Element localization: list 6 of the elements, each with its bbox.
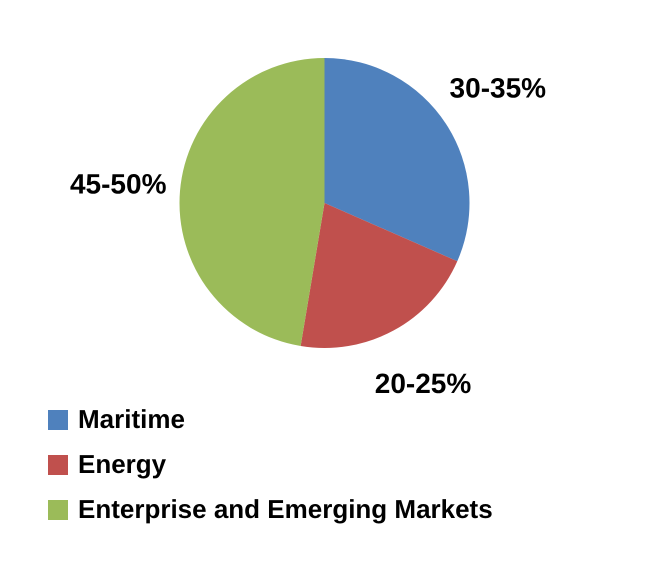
data-label: 20-25% [374, 368, 472, 399]
legend-label: Energy [78, 449, 166, 480]
legend-label: Maritime [78, 404, 185, 435]
legend-label: Enterprise and Emerging Markets [78, 494, 493, 525]
data-label: 30-35% [450, 72, 546, 104]
data-label: 45-50% [70, 168, 167, 200]
